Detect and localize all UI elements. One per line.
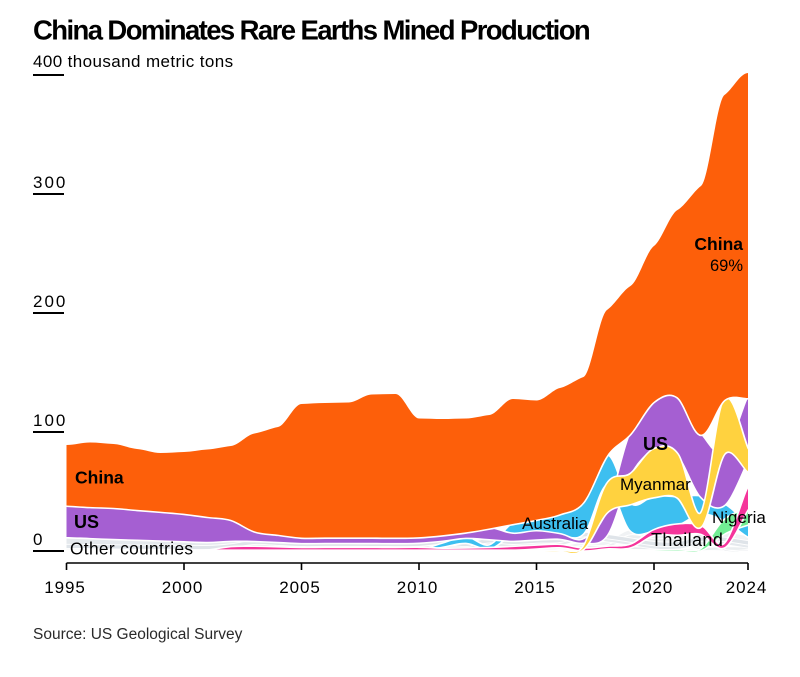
svg-text:China Dominates Rare Earths Mi: China Dominates Rare Earths Mined Produc… bbox=[33, 15, 590, 46]
svg-text:Source: US Geological Survey: Source: US Geological Survey bbox=[33, 626, 243, 643]
svg-text:2024: 2024 bbox=[726, 578, 767, 597]
svg-text:Other countries: Other countries bbox=[70, 539, 193, 559]
svg-text:US: US bbox=[643, 434, 668, 454]
svg-text:2005: 2005 bbox=[279, 578, 320, 597]
svg-text:200: 200 bbox=[33, 292, 67, 311]
svg-text:US: US bbox=[74, 512, 99, 532]
svg-text:China: China bbox=[75, 468, 124, 488]
svg-text:100: 100 bbox=[33, 411, 67, 430]
svg-text:2010: 2010 bbox=[397, 578, 438, 597]
svg-text:2000: 2000 bbox=[162, 578, 203, 597]
svg-text:0: 0 bbox=[33, 530, 43, 549]
svg-text:2015: 2015 bbox=[514, 578, 555, 597]
svg-text:Thailand: Thailand bbox=[651, 530, 723, 550]
svg-text:400 thousand metric tons: 400 thousand metric tons bbox=[33, 52, 234, 71]
svg-text:China: China bbox=[694, 234, 743, 254]
svg-text:69%: 69% bbox=[710, 257, 743, 275]
svg-text:Nigeria: Nigeria bbox=[712, 508, 766, 527]
svg-text:Australia: Australia bbox=[522, 514, 589, 533]
svg-text:1995: 1995 bbox=[44, 578, 85, 597]
svg-text:300: 300 bbox=[33, 173, 67, 192]
svg-text:Myanmar: Myanmar bbox=[620, 475, 691, 494]
svg-text:2020: 2020 bbox=[632, 578, 673, 597]
